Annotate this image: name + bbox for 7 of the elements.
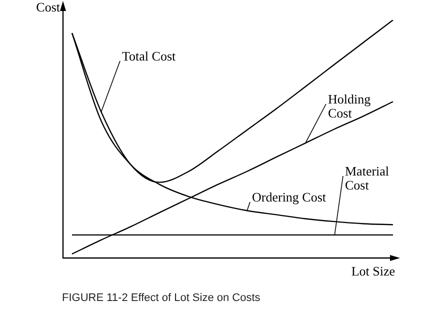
- x-axis-title: Lot Size: [351, 263, 396, 278]
- y-axis-title: Cost: [36, 0, 60, 14]
- series-label: Ordering Cost: [252, 189, 326, 204]
- text: Total Cost: [122, 48, 176, 64]
- text: Material Cost: [345, 163, 390, 192]
- series-label: Holding Cost: [328, 91, 372, 120]
- caption: FIGURE 11-2 Effect of Lot Size on Costs: [62, 292, 260, 304]
